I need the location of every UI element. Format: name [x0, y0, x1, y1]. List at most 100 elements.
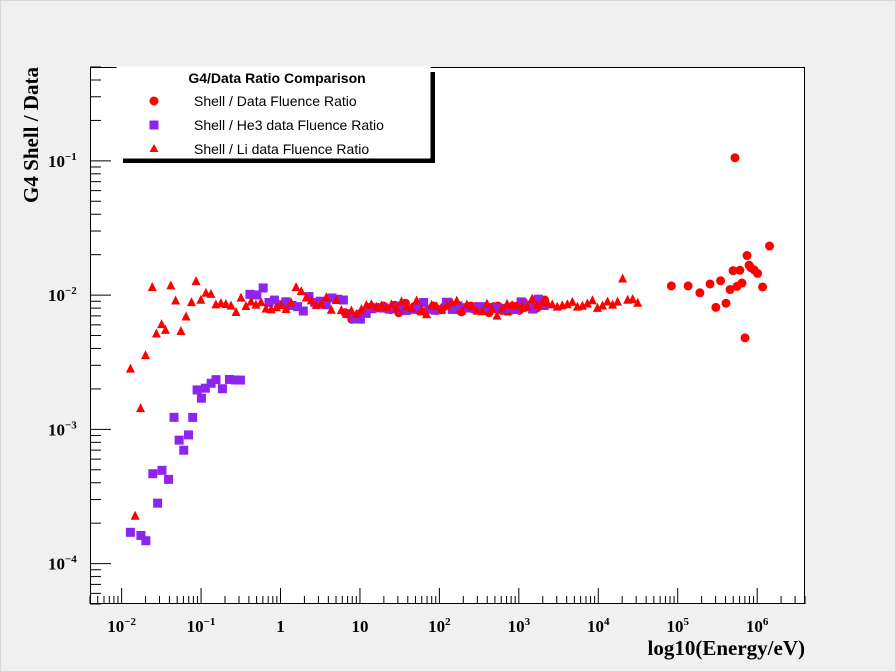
data-point-triangle: [291, 281, 301, 291]
data-point-square: [533, 294, 543, 304]
data-point-square: [125, 527, 135, 537]
legend-marker-triangle: [149, 144, 159, 152]
data-point-triangle: [191, 276, 201, 286]
data-point-triangle: [392, 303, 402, 313]
data-point-triangle: [321, 292, 331, 302]
data-point-square: [169, 412, 179, 422]
data-point-square: [245, 289, 255, 299]
data-point-circle: [716, 276, 726, 286]
data-point-triangle: [241, 300, 251, 310]
data-point-triangle: [151, 328, 161, 338]
y-tick-label: 10−1: [48, 151, 77, 171]
data-point-triangle: [592, 302, 602, 312]
data-point-triangle: [462, 299, 472, 309]
x-tick-label: 10−2: [107, 616, 136, 636]
data-point-square: [153, 498, 163, 508]
data-point-triangle: [351, 308, 361, 318]
data-point-triangle: [497, 303, 507, 313]
data-point-triangle: [397, 296, 407, 306]
data-point-square: [200, 383, 210, 393]
data-point-triangle: [522, 301, 532, 311]
legend-marker-square: [149, 120, 159, 130]
x-tick-label: 104: [587, 616, 610, 636]
data-point-circle: [666, 281, 676, 291]
data-marks: [125, 153, 774, 546]
data-point-triangle: [157, 319, 167, 329]
data-point-triangle: [386, 299, 396, 309]
data-point-triangle: [346, 305, 356, 315]
data-point-triangle: [136, 403, 146, 413]
data-point-triangle: [432, 301, 442, 311]
data-point-circle: [728, 266, 738, 276]
data-point-square: [269, 295, 279, 305]
data-point-triangle: [452, 295, 462, 305]
data-point-triangle: [186, 297, 196, 307]
data-point-triangle: [196, 294, 206, 304]
data-point-triangle: [597, 300, 607, 310]
data-point-triangle: [160, 324, 170, 334]
data-point-triangle: [256, 297, 266, 307]
data-point-square: [528, 304, 538, 314]
data-point-triangle: [231, 306, 241, 316]
data-point-square: [298, 306, 308, 316]
data-point-square: [424, 304, 434, 314]
data-point-triangle: [417, 304, 427, 314]
data-point-triangle: [171, 295, 181, 305]
data-point-square: [304, 292, 314, 302]
legend-label-shell-he3: Shell / He3 data Fluence Ratio: [194, 117, 384, 133]
data-point-triangle: [166, 280, 176, 290]
data-point-circle: [725, 285, 735, 295]
y-axis-title: G4 Shell / Data: [19, 67, 43, 203]
y-tick-label: 10−3: [48, 419, 77, 439]
data-point-triangle: [206, 288, 216, 298]
data-point-triangle: [306, 295, 316, 305]
legend-label-shell-li: Shell / Li data Fluence Ratio: [194, 141, 369, 157]
data-point-triangle: [286, 297, 296, 307]
data-point-square: [211, 375, 221, 385]
data-point-circle: [758, 282, 768, 292]
data-point-square: [184, 430, 194, 440]
data-point-triangle: [603, 296, 613, 306]
data-point-triangle: [147, 281, 157, 291]
data-point-square: [252, 290, 262, 300]
data-point-triangle: [181, 311, 191, 321]
data-point-triangle: [176, 326, 186, 336]
data-point-triangle: [296, 286, 306, 296]
data-point-square: [192, 385, 202, 395]
x-tick-label: 1: [276, 617, 285, 636]
data-point-triangle: [381, 302, 391, 312]
data-point-triangle: [141, 350, 151, 360]
y-tick-label: 10−2: [48, 285, 77, 305]
data-point-square: [157, 465, 167, 475]
data-point-triangle: [221, 299, 231, 309]
data-point-triangle: [527, 293, 537, 303]
data-point-triangle: [326, 304, 336, 314]
data-point-triangle: [356, 304, 366, 314]
data-point-square: [447, 304, 457, 314]
data-point-triangle: [281, 303, 291, 313]
data-point-square: [510, 305, 520, 315]
data-point-square: [401, 305, 411, 315]
data-point-square: [327, 293, 337, 303]
x-tick-label: 106: [746, 616, 769, 636]
data-point-triangle: [482, 298, 492, 308]
data-point-circle: [737, 278, 747, 288]
data-point-square: [453, 301, 463, 311]
data-point-circle: [764, 241, 774, 251]
x-tick-label: 102: [428, 616, 451, 636]
data-point-triangle: [407, 302, 417, 312]
x-tick-label: 105: [666, 616, 689, 636]
data-point-square: [148, 469, 158, 479]
data-point-triangle: [376, 300, 386, 310]
data-point-square: [321, 300, 331, 310]
data-point-triangle: [366, 299, 376, 309]
data-point-square: [174, 435, 184, 445]
data-point-circle: [705, 279, 715, 289]
data-point-circle: [735, 265, 745, 275]
data-point-square: [355, 314, 365, 324]
data-point-square: [235, 375, 245, 385]
data-point-triangle: [331, 295, 341, 305]
data-point-triangle: [271, 302, 281, 312]
data-point-circle: [711, 302, 721, 312]
